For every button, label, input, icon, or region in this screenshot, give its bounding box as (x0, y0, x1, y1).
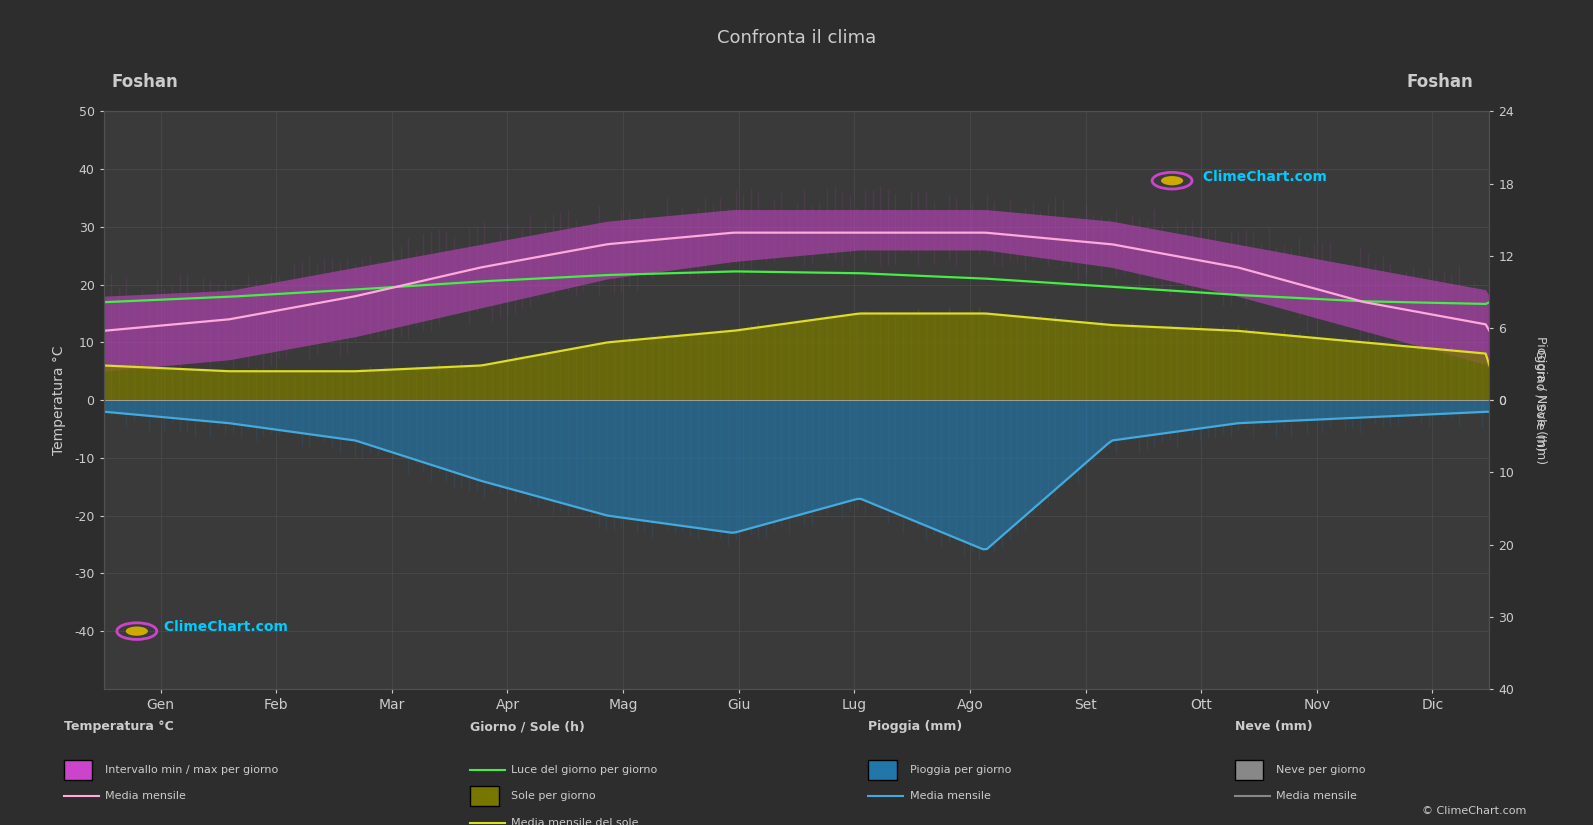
Text: Media mensile del sole: Media mensile del sole (511, 818, 639, 825)
Text: Giorno / Sole (h): Giorno / Sole (h) (470, 720, 585, 733)
Text: Pioggia (mm): Pioggia (mm) (868, 720, 962, 733)
Text: Sole per giorno: Sole per giorno (511, 791, 596, 801)
Text: Media mensile: Media mensile (1276, 791, 1357, 801)
Text: Confronta il clima: Confronta il clima (717, 29, 876, 47)
Circle shape (126, 626, 148, 636)
Text: ClimeChart.com: ClimeChart.com (1198, 170, 1327, 184)
Text: Media mensile: Media mensile (105, 791, 186, 801)
Text: Neve per giorno: Neve per giorno (1276, 765, 1365, 775)
Text: Neve (mm): Neve (mm) (1235, 720, 1313, 733)
Y-axis label: Pioggia / Neve (mm): Pioggia / Neve (mm) (1534, 336, 1547, 464)
Text: Media mensile: Media mensile (910, 791, 991, 801)
Y-axis label: Giorno / Sole (h): Giorno / Sole (h) (1534, 349, 1547, 451)
Text: Intervallo min / max per giorno: Intervallo min / max per giorno (105, 765, 279, 775)
Text: Temperatura °C: Temperatura °C (64, 720, 174, 733)
Text: Pioggia per giorno: Pioggia per giorno (910, 765, 1012, 775)
Y-axis label: Temperatura °C: Temperatura °C (53, 346, 65, 455)
Text: © ClimeChart.com: © ClimeChart.com (1421, 806, 1526, 816)
Text: Luce del giorno per giorno: Luce del giorno per giorno (511, 765, 658, 775)
Circle shape (1161, 176, 1184, 186)
Text: Foshan: Foshan (112, 73, 178, 91)
Text: ClimeChart.com: ClimeChart.com (159, 620, 288, 634)
Text: Foshan: Foshan (1407, 73, 1474, 91)
